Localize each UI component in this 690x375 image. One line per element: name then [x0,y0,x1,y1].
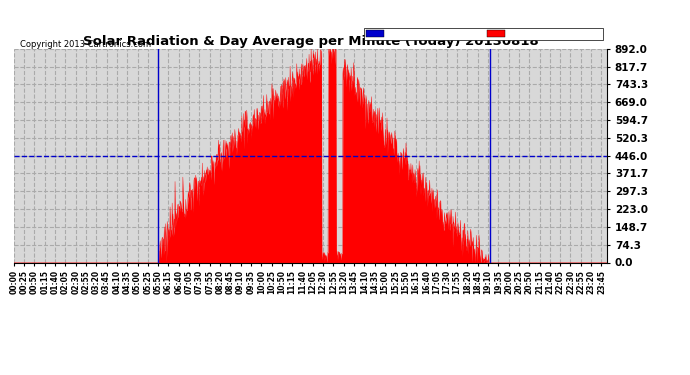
Title: Solar Radiation & Day Average per Minute (Today) 20130818: Solar Radiation & Day Average per Minute… [83,34,538,48]
Legend: Median (W/m2), Radiation (W/m2): Median (W/m2), Radiation (W/m2) [364,28,602,40]
Text: Copyright 2013 Cartronics.com: Copyright 2013 Cartronics.com [20,40,151,49]
